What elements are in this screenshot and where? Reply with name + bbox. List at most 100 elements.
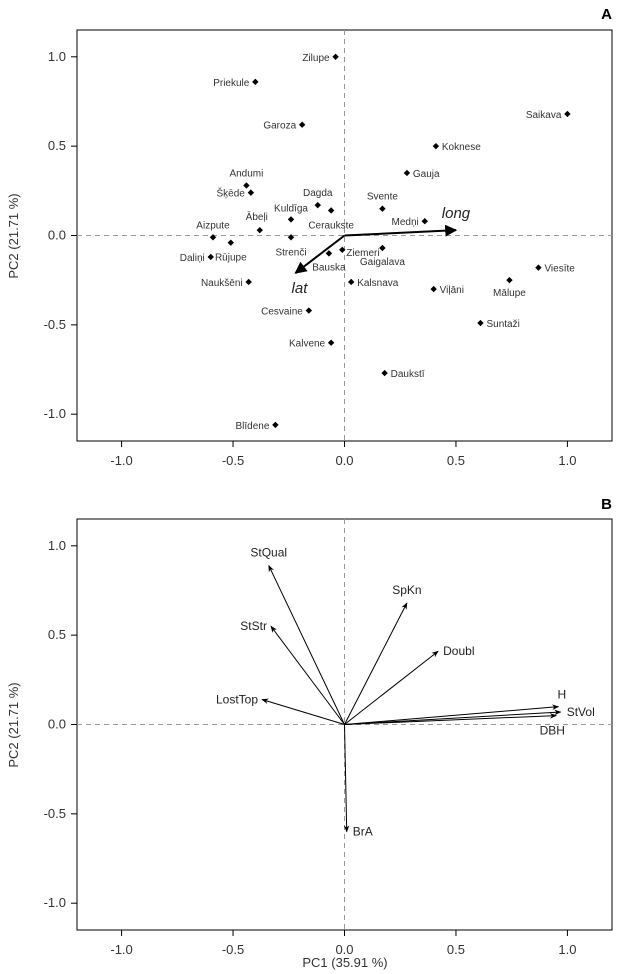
site-point <box>256 226 263 234</box>
site-point <box>332 53 339 61</box>
x-tick-label: 1.0 <box>558 453 576 468</box>
site-label: Cesvaine <box>261 307 303 318</box>
vector-label-ststr: StStr <box>240 619 267 633</box>
panel-b-letter: B <box>601 496 612 513</box>
site-point <box>298 121 306 128</box>
x-tick-label: 1.0 <box>558 942 576 957</box>
site-point <box>252 78 259 86</box>
y-tick-label: -0.5 <box>44 806 66 821</box>
vector-label-h: H <box>558 688 567 702</box>
vector-arrow-dbh <box>344 713 557 725</box>
site-point <box>243 182 250 189</box>
site-label: Garoza <box>263 121 296 132</box>
site-point <box>325 250 333 257</box>
vector-label-bra: BrA <box>353 825 373 839</box>
x-tick-label: -0.5 <box>222 453 244 468</box>
site-label: Rūjupe <box>215 253 247 264</box>
site-point <box>506 276 513 284</box>
site-point <box>272 421 279 429</box>
site-label: Viļāni <box>440 285 464 296</box>
site-point <box>339 246 346 253</box>
vector-label-dbh: DBH <box>540 724 565 738</box>
y-tick-label: 0.0 <box>48 228 66 243</box>
site-label: Blīdene <box>235 421 269 432</box>
panel-b-y-axis-label: PC2 (21.71 %) <box>6 682 21 767</box>
vector-arrow-ststr <box>270 625 345 725</box>
panel-b-loadings: B -1.0 -0.5 0.0 0.5 1.0 -1.0 -0.5 0.0 0.5 1.0 StQ… <box>6 496 613 970</box>
site-label: Daliņi <box>180 253 205 264</box>
site-label: Ceraukste <box>308 220 354 231</box>
vector-arrow-stqual <box>268 564 345 725</box>
site-label: Šķēde <box>217 187 246 200</box>
panel-a-y-axis-label: PC2 (21.71 %) <box>6 193 21 278</box>
site-label: Koknese <box>442 142 481 153</box>
y-tick-label: 0.0 <box>48 717 66 732</box>
y-tick-label: 0.5 <box>48 627 66 642</box>
vector-label-stvol: StVol <box>567 705 595 719</box>
site-label: Medņi <box>392 217 419 228</box>
panel-a-biplot: A -1.0 -0.5 0.0 0.5 1.0 -1.0 -0.5 0.0 0.5 1.0 lon… <box>6 6 613 468</box>
site-point <box>314 201 321 209</box>
site-point <box>379 244 386 252</box>
vector-arrow-lat <box>294 234 346 274</box>
x-tick-label: 0.5 <box>447 942 465 957</box>
site-point <box>379 205 386 212</box>
site-label: Viesīte <box>544 264 575 275</box>
vector-label-stqual: StQual <box>250 545 287 559</box>
x-tick-label: 0.0 <box>335 942 353 957</box>
vector-arrow-losttop <box>261 698 345 725</box>
site-point <box>347 278 355 286</box>
x-tick-label: -1.0 <box>110 453 132 468</box>
site-point <box>327 339 335 346</box>
site-point <box>403 169 411 177</box>
site-label: Priekule <box>213 78 250 89</box>
site-label: Kalvene <box>289 339 326 350</box>
y-tick-label: -1.0 <box>44 406 66 421</box>
site-point <box>421 218 428 225</box>
site-label: Aizpute <box>196 220 230 231</box>
site-point <box>305 307 313 314</box>
y-tick-label: -0.5 <box>44 317 66 332</box>
site-label: Dagda <box>303 188 333 199</box>
y-tick-label: -1.0 <box>44 895 66 910</box>
x-tick-label: -1.0 <box>110 942 132 957</box>
x-tick-label: -0.5 <box>222 942 244 957</box>
site-label: Suntaži <box>486 319 519 330</box>
site-point <box>432 142 440 150</box>
vector-arrow-bra <box>343 724 350 833</box>
vector-label-losttop: LostTop <box>216 692 258 706</box>
x-tick-label: 0.0 <box>335 453 353 468</box>
site-label: Kalsnava <box>357 278 399 289</box>
y-tick-label: 0.5 <box>48 138 66 153</box>
site-label: Gaigalava <box>360 257 405 268</box>
x-tick-label: 0.5 <box>447 453 465 468</box>
site-label: Kuldīga <box>274 203 308 214</box>
panel-b-x-axis-label: PC1 (35.91 %) <box>302 955 387 970</box>
site-label: Saikava <box>526 110 562 121</box>
panel-a-letter: A <box>601 6 612 23</box>
site-point <box>535 264 542 271</box>
site-label: Strenči <box>275 247 306 258</box>
site-point <box>287 234 295 241</box>
site-label: Zilupe <box>302 53 330 64</box>
site-point <box>245 278 252 286</box>
site-point <box>227 239 235 246</box>
vector-arrow-spkn <box>344 602 408 725</box>
site-label: Gauja <box>413 169 440 180</box>
site-point <box>247 189 255 196</box>
site-point <box>207 253 214 261</box>
vector-arrow-long <box>344 224 458 237</box>
y-tick-label: 1.0 <box>48 538 66 553</box>
site-label: Naukšēni <box>201 278 243 289</box>
site-point <box>564 110 571 118</box>
site-point <box>209 234 217 241</box>
site-label: Svente <box>367 192 399 203</box>
vector-label-doubl: Doubl <box>443 644 474 658</box>
site-point <box>287 216 295 223</box>
vector-label-lat: lat <box>292 280 309 297</box>
site-label: Andumi <box>229 168 263 179</box>
site-label: Bauska <box>312 262 346 273</box>
site-point <box>477 319 484 327</box>
site-point <box>430 285 437 293</box>
